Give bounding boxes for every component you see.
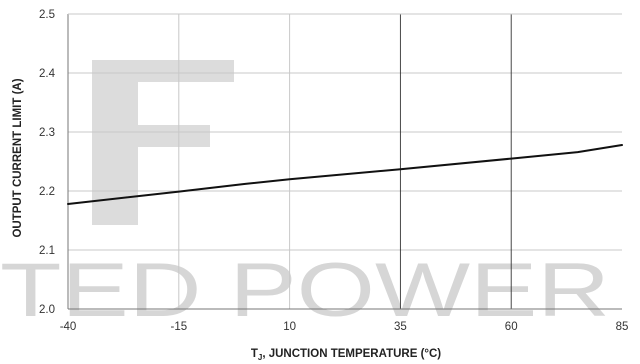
watermark-letter-f bbox=[92, 60, 234, 225]
watermark-text: TED POWER bbox=[0, 248, 610, 333]
x-axis-title: TJ, JUNCTION TEMPERATURE (°C) bbox=[251, 348, 441, 362]
y-tick-label: 2.1 bbox=[39, 245, 55, 257]
x-tick-label: 85 bbox=[616, 321, 629, 333]
series-line bbox=[67, 144, 623, 205]
x-tick-labels: -40 -15 10 35 60 85 bbox=[60, 321, 629, 333]
x-axis-title-prefix: T bbox=[251, 348, 258, 360]
y-tick-label: 2.5 bbox=[39, 9, 55, 21]
y-tick-label: 2.0 bbox=[39, 304, 55, 316]
y-axis-title: OUTPUT CURRENT LIMIT (A) bbox=[12, 78, 24, 237]
x-axis-title-subscript: J bbox=[258, 353, 262, 362]
series-layer bbox=[67, 144, 623, 205]
watermark: TED POWER bbox=[0, 60, 610, 333]
y-tick-label: 2.3 bbox=[39, 127, 55, 139]
y-tick-label: 2.4 bbox=[39, 68, 56, 80]
y-tick-labels: 2.0 2.1 2.2 2.3 2.4 2.5 bbox=[39, 9, 56, 316]
x-axis-title-rest: , JUNCTION TEMPERATURE (°C) bbox=[262, 348, 441, 360]
x-tick-label: 10 bbox=[283, 321, 296, 333]
grid bbox=[68, 14, 622, 309]
x-tick-label: -15 bbox=[170, 321, 187, 333]
plot-frame bbox=[67, 13, 622, 310]
x-tick-label: 35 bbox=[394, 321, 407, 333]
x-tick-label: 60 bbox=[505, 321, 518, 333]
x-tick-label: -40 bbox=[60, 321, 77, 333]
y-tick-label: 2.2 bbox=[39, 186, 55, 198]
